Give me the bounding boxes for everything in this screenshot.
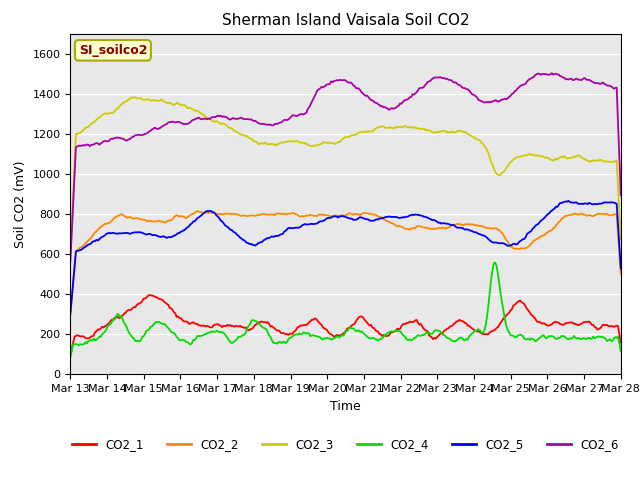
Legend: CO2_1, CO2_2, CO2_3, CO2_4, CO2_5, CO2_6: CO2_1, CO2_2, CO2_3, CO2_4, CO2_5, CO2_6 [68, 433, 623, 456]
X-axis label: Time: Time [330, 400, 361, 413]
Title: Sherman Island Vaisala Soil CO2: Sherman Island Vaisala Soil CO2 [222, 13, 469, 28]
Y-axis label: Soil CO2 (mV): Soil CO2 (mV) [14, 160, 27, 248]
Text: SI_soilco2: SI_soilco2 [79, 44, 147, 57]
